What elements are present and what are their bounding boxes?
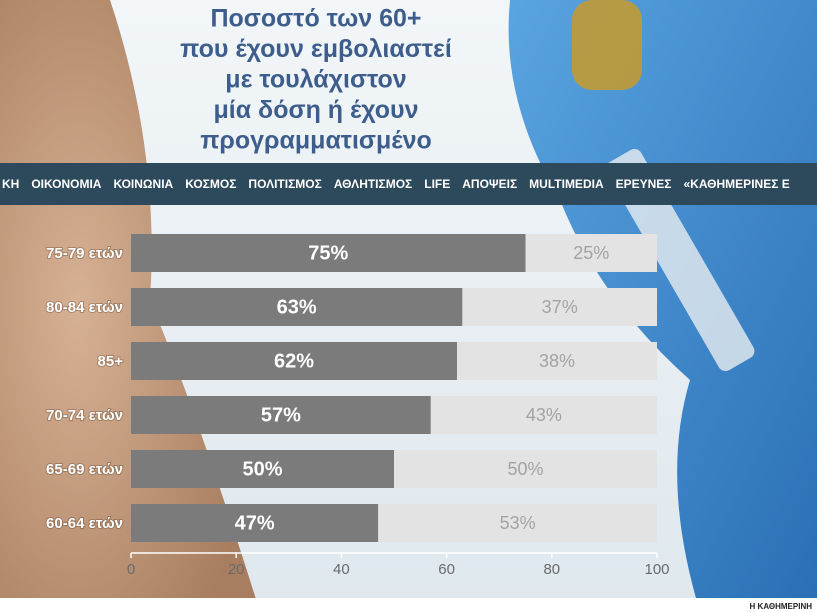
footer [0, 598, 817, 612]
bar-segment [457, 342, 657, 380]
nav-link[interactable]: ΕΡΕΥΝΕΣ [616, 177, 672, 191]
bar-segment [131, 504, 379, 542]
category-label: 65-69 ετών [46, 461, 123, 478]
bar-segment [462, 288, 657, 326]
nav: ΚΗ ΟΙΚΟΝΟΜΙΑ ΚΟΙΝΩΝΙΑ ΚΟΣΜΟΣ ΠΟΛΙΤΙΣΜΟΣ ΑΘΛΗΤ… [2, 177, 790, 191]
nav-link[interactable]: ΚΟΙΝΩΝΙΑ [113, 177, 173, 191]
value-label: 47% [235, 512, 275, 534]
x-tick-label: 0 [127, 561, 135, 578]
nav-bar [0, 163, 817, 205]
nav-link[interactable]: ΟΙΚΟΝΟΜΙΑ [31, 177, 101, 191]
vial [572, 0, 642, 90]
category-label: 85+ [98, 353, 124, 370]
nav-link[interactable]: ΚΟΣΜΟΣ [185, 177, 236, 191]
category-label: 75-79 ετών [46, 245, 123, 262]
bar-segment [394, 450, 657, 488]
glove-photo [508, 0, 817, 612]
value-label: 38% [539, 351, 575, 371]
bar-segment [525, 234, 657, 272]
title-line: μία δόση ή έχουν [213, 96, 418, 124]
x-tick-label: 60 [438, 561, 455, 578]
value-label: 57% [261, 404, 301, 426]
nav-link[interactable]: «ΚΑΘΗΜΕΡΙΝΕΣ Ε [684, 177, 790, 191]
bar-segment [430, 396, 657, 434]
nav-link[interactable]: ΚΗ [2, 177, 19, 191]
bar-segment [131, 288, 463, 326]
value-label: 75% [308, 242, 348, 264]
category-label: 60-64 ετών [46, 515, 123, 532]
x-tick-label: 100 [644, 561, 669, 578]
nav-link[interactable]: LIFE [424, 177, 450, 191]
value-label: 43% [526, 405, 562, 425]
bar-segment [378, 504, 657, 542]
title-line: προγραμματισμένο [200, 127, 432, 155]
nav-link[interactable]: ΠΟΛΙΤΙΣΜΟΣ [248, 177, 321, 191]
category-label: 80-84 ετών [46, 299, 123, 316]
value-label: 25% [573, 243, 609, 263]
value-label: 62% [274, 350, 314, 372]
category-label: 70-74 ετών [46, 407, 123, 424]
title-line: με τουλάχιστον [225, 66, 406, 94]
value-label: 50% [242, 458, 282, 480]
value-label: 50% [507, 459, 543, 479]
x-tick-label: 80 [543, 561, 560, 578]
title: Ποσοστό των 60+που έχουν εμβολιαστεί με τ… [180, 5, 452, 155]
x-tick-label: 40 [333, 561, 350, 578]
x-tick-label: 20 [228, 561, 245, 578]
bar-segment [131, 396, 431, 434]
value-label: 63% [277, 296, 317, 318]
nav-link[interactable]: MULTIMEDIA [529, 177, 604, 191]
value-label: 37% [542, 297, 578, 317]
plot: 0 20 40 60 80 100 75-79 ετών 75% 25% 80-84 ετών 63… [45, 234, 670, 578]
nav-link[interactable]: ΑΘΛΗΤΙΣΜΟΣ [334, 177, 412, 191]
source: Η ΚΑΘΗΜΕΡΙΝΗ [750, 602, 813, 611]
bar-segment [131, 234, 526, 272]
title-line: που έχουν εμβολιαστεί [180, 35, 452, 63]
title-line: Ποσοστό των 60+ [210, 5, 421, 33]
bar-segment [131, 450, 394, 488]
bar-segment [131, 342, 458, 380]
value-label: 53% [500, 513, 536, 533]
nav-link[interactable]: ΑΠΟΨΕΙΣ [462, 177, 517, 191]
